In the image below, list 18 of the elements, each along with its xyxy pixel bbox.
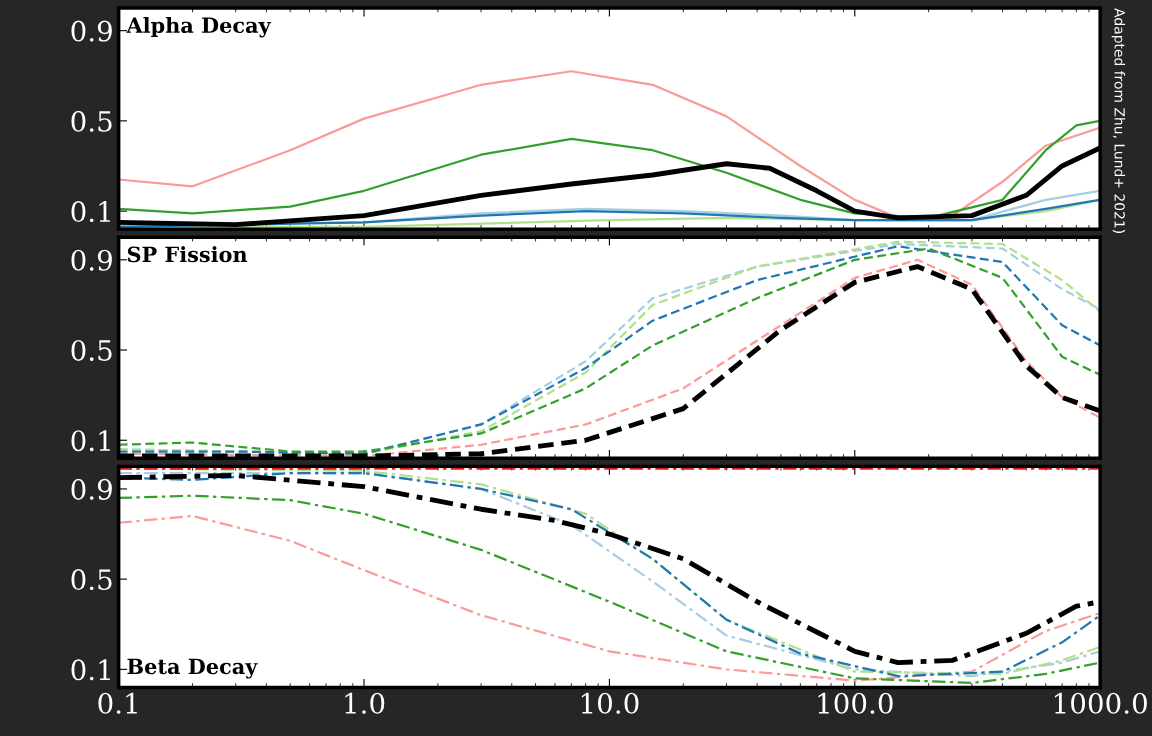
x-tick-label: 10.0 xyxy=(581,692,639,714)
text: Beta Decay xyxy=(127,658,258,679)
y-tick-label: 0.9 xyxy=(71,20,112,42)
y-tick-label: 0.1 xyxy=(71,430,110,452)
x-tick-label: 1000.0 xyxy=(1054,692,1147,714)
y-tick-label: 0.9 xyxy=(71,249,112,271)
y-tick-label: 0.5 xyxy=(71,110,112,132)
y-tick-label: 0.9 xyxy=(71,478,112,500)
x-tick-label: 100.0 xyxy=(818,692,893,714)
text: Adapted from Zhu, Lund+ 2021) xyxy=(1111,8,1126,233)
x-tick-label: 0.1 xyxy=(98,692,137,714)
y-tick-label: 0.5 xyxy=(71,569,112,591)
x-tick-label: 1.0 xyxy=(345,692,385,714)
y-tick-label: 0.5 xyxy=(71,339,112,361)
chart-title: Alpha Decay xyxy=(126,16,272,38)
y-tick-label: 0.1 xyxy=(71,201,110,223)
chart-title: SP Fission xyxy=(127,246,248,263)
y-tick-label: 0.1 xyxy=(71,659,110,681)
